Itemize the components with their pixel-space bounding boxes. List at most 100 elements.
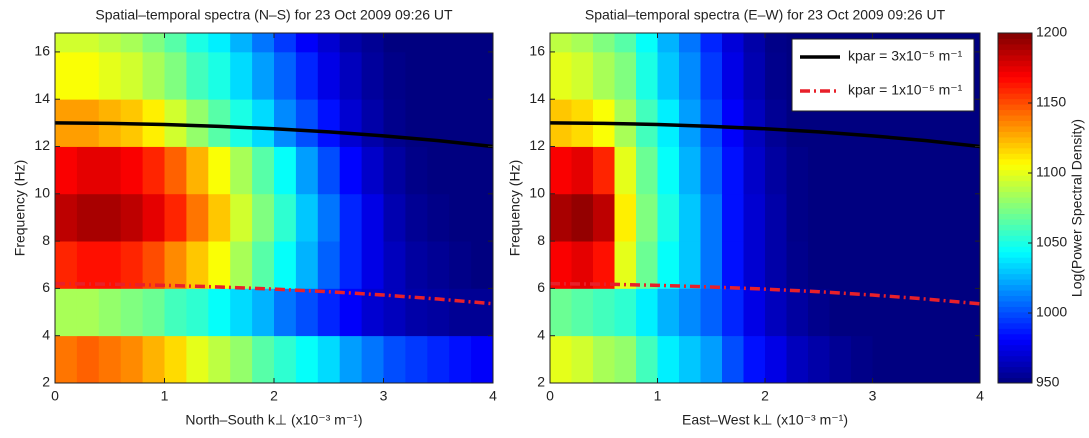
heat-cell (851, 146, 873, 195)
heat-cell (614, 335, 637, 384)
heat-cell (571, 288, 594, 337)
heat-cell (743, 51, 766, 100)
heat-cell (230, 146, 253, 195)
colorbar-step (998, 147, 1032, 154)
heat-cell (471, 193, 494, 242)
heat-cell (679, 335, 701, 384)
heat-cell (449, 146, 472, 195)
heat-cell (571, 193, 594, 242)
heat-cell (851, 193, 873, 242)
x-tick-label: 3 (869, 388, 877, 404)
heat-cell (894, 288, 916, 337)
heat-cell (427, 33, 450, 53)
x-tick-label: 0 (51, 388, 59, 404)
colorbar-step (998, 38, 1032, 45)
heat-cell (76, 193, 100, 242)
heat-cell (679, 33, 701, 53)
colorbar-step (998, 202, 1032, 209)
heat-cell (76, 51, 100, 100)
heat-cell (164, 288, 187, 337)
heat-cell (142, 335, 165, 384)
colorbar-step (998, 361, 1032, 368)
heat-cell (361, 241, 384, 289)
heat-cell (230, 288, 253, 337)
heat-cell (743, 33, 766, 53)
heat-cell (722, 288, 744, 337)
heat-cell (252, 146, 275, 195)
heat-cell (317, 288, 341, 337)
heat-cell (361, 51, 384, 100)
colorbar-step (998, 279, 1032, 286)
heat-cell (872, 241, 895, 289)
x-axis-label: East–West k⊥ (x10⁻³ m⁻¹) (682, 412, 848, 428)
colorbar-step (998, 175, 1032, 182)
heat-cell (164, 241, 187, 289)
heat-cell (295, 33, 319, 53)
heat-cell (679, 193, 701, 242)
heat-cell (786, 241, 809, 289)
y-tick-label: 12 (529, 137, 545, 153)
heat-cell (339, 193, 362, 242)
heat-cell (449, 241, 472, 289)
heat-cell (427, 193, 450, 242)
colorbar-step (998, 322, 1032, 329)
heat-cell (679, 51, 701, 100)
heat-cell (614, 51, 637, 100)
heat-cell (915, 241, 938, 289)
colorbar-frame (997, 32, 1033, 384)
colorbar-step (998, 71, 1032, 78)
colorbar-step (998, 328, 1032, 335)
heat-cell (274, 99, 297, 147)
heat-cell (829, 241, 852, 289)
heat-cell (405, 51, 428, 100)
heat-cell (383, 241, 406, 289)
heat-cell (120, 33, 143, 53)
heat-cell (593, 193, 615, 242)
heat-cell (722, 335, 744, 384)
colorbar-tick-label: 1000 (1036, 304, 1067, 320)
heat-cell (295, 241, 319, 289)
colorbar-step (998, 300, 1032, 307)
heat-cell (120, 51, 143, 100)
line-series (549, 281, 981, 306)
heat-cell (471, 335, 494, 384)
heat-cell (550, 146, 572, 195)
heat-cell (743, 335, 766, 384)
heat-cell (208, 33, 231, 53)
heat-cell (98, 241, 122, 289)
heat-cell (427, 288, 450, 337)
heat-cell (700, 51, 723, 100)
colorbar-tick-label: 1150 (1036, 94, 1066, 110)
heat-cell (339, 241, 362, 289)
heat-cell (593, 33, 615, 53)
y-tick-label: 2 (537, 374, 545, 390)
colorbar-step (998, 350, 1032, 357)
heat-cell (765, 33, 787, 53)
heat-cell (295, 99, 319, 147)
heat-cell (829, 335, 852, 384)
heat-cell (550, 335, 572, 384)
legend-box (791, 38, 975, 112)
colorbar-step (998, 43, 1032, 50)
heat-cell (274, 33, 297, 53)
x-tick-label: 2 (761, 388, 769, 404)
heat-cell (120, 146, 143, 195)
colorbar-step (998, 290, 1032, 296)
heat-cell (765, 288, 787, 337)
heat-cell (274, 193, 297, 242)
colorbar-step (998, 372, 1032, 379)
heat-cell (449, 99, 472, 147)
x-tick-label: 0 (546, 388, 554, 404)
heat-cell (700, 33, 723, 53)
heat-cell (765, 241, 787, 289)
heat-cell (339, 33, 362, 53)
heat-cell (230, 241, 253, 289)
heat-cell (274, 288, 297, 337)
heat-cell (449, 33, 472, 53)
heat-cell (120, 335, 143, 384)
heat-cell (164, 193, 187, 242)
colorbar-step (998, 317, 1032, 324)
heat-cell (614, 288, 637, 337)
colorbar-step (998, 104, 1032, 111)
heat-cell (164, 99, 187, 147)
